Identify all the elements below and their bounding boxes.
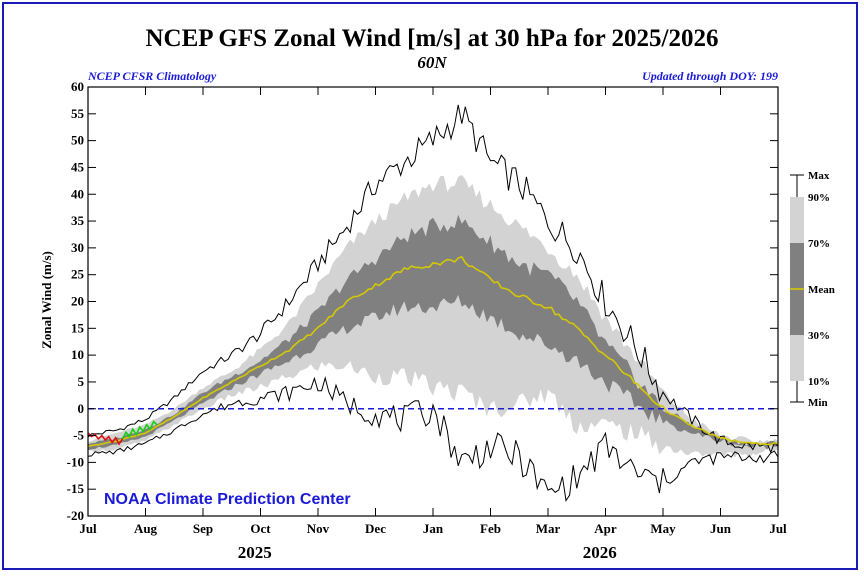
y-tick-label: 50	[71, 133, 84, 148]
y-tick-label: 0	[78, 401, 85, 416]
y-tick-label: 45	[71, 159, 85, 174]
updated-note: Updated through DOY: 199	[642, 69, 778, 83]
y-tick-label: -20	[67, 508, 84, 523]
mean-line	[87, 255, 779, 448]
max-line	[87, 104, 779, 454]
legend-label: Max	[808, 170, 830, 182]
x-tick-label: Jan	[423, 521, 444, 536]
y-tick-label: 5	[78, 374, 85, 389]
legend-label: 70%	[808, 238, 830, 250]
y-tick-label: 25	[71, 267, 85, 282]
legend-label: 10%	[808, 376, 830, 388]
chart-frame	[2, 2, 858, 570]
x-tick-label: Dec	[365, 521, 386, 536]
x-tick-label: Mar	[536, 521, 561, 536]
y-tick-label: -5	[73, 428, 84, 443]
y-tick-label: -10	[67, 454, 84, 469]
y-tick-label: 40	[71, 186, 84, 201]
plot-area	[87, 104, 779, 502]
x-tick-label: Jun	[710, 521, 732, 536]
legend-90-swatch	[790, 197, 804, 243]
observed-green-line	[121, 420, 158, 440]
legend-label: 30%	[808, 330, 830, 342]
y-tick-label: 20	[71, 294, 84, 309]
x-tick-label: Aug	[134, 521, 158, 536]
y-tick-label: 55	[71, 106, 85, 121]
chart-title: NCEP GFS Zonal Wind [m/s] at 30 hPa for …	[146, 25, 719, 52]
x-tick-label: Nov	[307, 521, 330, 536]
x-tick-label: May	[650, 521, 676, 536]
legend-label: Min	[808, 397, 828, 409]
legend: Max 90% 70% Mean 30% 10% Min	[790, 170, 835, 409]
climatology-note: NCEP CFSR Climatology	[87, 69, 217, 83]
x-tick-label: Feb	[480, 521, 501, 536]
legend-10-swatch	[790, 335, 804, 381]
x-tick-label: Apr	[594, 521, 617, 536]
y-tick-label: 15	[71, 320, 85, 335]
credit-label: NOAA Climate Prediction Center	[104, 491, 351, 508]
year-label: 2026	[583, 543, 617, 562]
y-tick-label: 35	[71, 213, 85, 228]
y-tick-label: -15	[67, 481, 85, 496]
y-tick-label: 60	[71, 79, 84, 94]
x-tick-label: Sep	[193, 521, 213, 536]
legend-label: 90%	[808, 192, 830, 204]
year-label: 2025	[238, 543, 272, 562]
min-line	[87, 375, 779, 502]
y-tick-label: 10	[71, 347, 84, 362]
legend-label: Mean	[808, 284, 835, 296]
y-axis-title: Zonal Wind (m/s)	[39, 251, 54, 349]
band-10-90	[88, 175, 778, 459]
x-tick-label: Jul	[769, 521, 787, 536]
x-tick-label: Jul	[79, 521, 97, 536]
chart-subtitle: 60N	[417, 53, 447, 72]
x-tick-label: Oct	[250, 521, 271, 536]
y-tick-label: 30	[71, 240, 84, 255]
